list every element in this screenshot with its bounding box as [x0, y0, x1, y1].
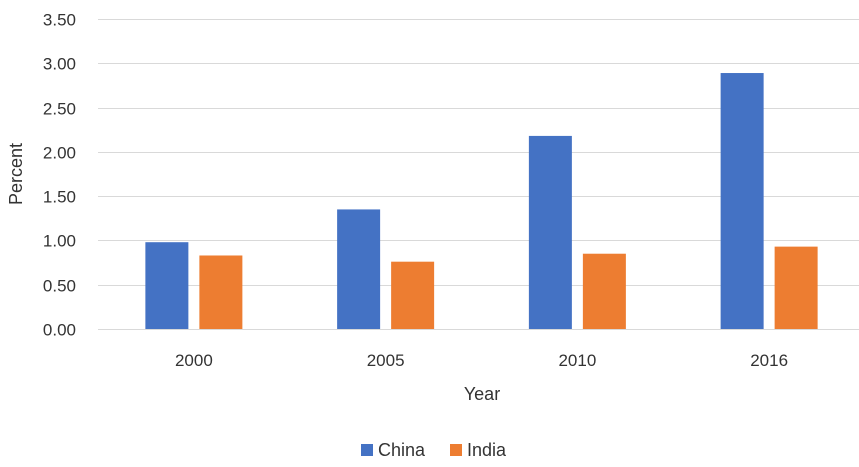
y-tick-label: 3.00	[43, 55, 76, 74]
y-tick-label: 1.00	[43, 232, 76, 251]
y-tick-label: 3.50	[43, 11, 76, 30]
x-axis-title: Year	[464, 384, 500, 404]
bar-china-2016	[720, 73, 764, 330]
bar-india-2005	[391, 261, 435, 329]
bars	[145, 73, 818, 330]
bar-india-2000	[199, 255, 243, 329]
y-tick-label: 0.00	[43, 321, 76, 340]
bar-china-2005	[337, 209, 381, 329]
y-tick-label: 2.00	[43, 144, 76, 163]
x-axis-ticks: 2000 2005 2010 2016	[175, 351, 788, 370]
y-tick-label: 1.50	[43, 188, 76, 207]
legend: China India	[361, 440, 507, 460]
x-tick-label: 2000	[175, 351, 213, 370]
y-tick-label: 2.50	[43, 100, 76, 119]
x-tick-label: 2010	[558, 351, 596, 370]
bar-india-2016	[774, 246, 818, 329]
legend-label-china: China	[378, 440, 426, 460]
bar-india-2010	[582, 253, 626, 329]
bar-china-2000	[145, 242, 189, 329]
y-tick-label: 0.50	[43, 277, 76, 296]
x-tick-label: 2016	[750, 351, 788, 370]
legend-swatch-india	[450, 444, 462, 456]
y-axis-ticks: 0.00 0.50 1.00 1.50 2.00 2.50 3.00 3.50	[43, 11, 76, 340]
x-tick-label: 2005	[367, 351, 405, 370]
legend-label-india: India	[467, 440, 507, 460]
legend-swatch-china	[361, 444, 373, 456]
y-axis-title: Percent	[6, 143, 26, 205]
bar-china-2010	[528, 135, 572, 329]
